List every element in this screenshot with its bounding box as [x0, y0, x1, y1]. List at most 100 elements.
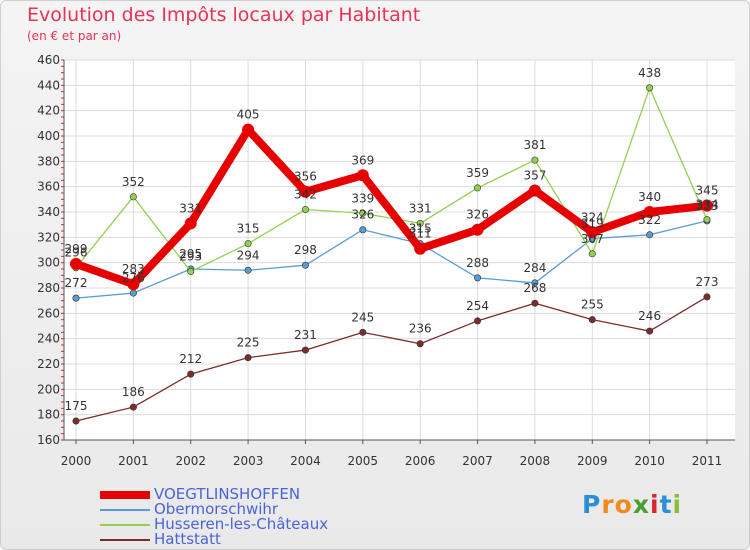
- legend-label: Obermorschwihr: [154, 500, 279, 518]
- data-label-husseren-les-chateaux: 296: [65, 246, 88, 260]
- data-label-hattstatt: 268: [523, 281, 546, 295]
- y-tick-label: 200: [37, 382, 60, 396]
- y-tick-label: 280: [37, 281, 60, 295]
- chart-subtitle: (en € et par an): [27, 29, 122, 43]
- data-point-hattstatt: [187, 370, 195, 378]
- data-label-hattstatt: 255: [581, 298, 604, 312]
- data-point-husseren-les-chateaux: [703, 216, 711, 224]
- data-point-husseren-les-chateaux: [187, 268, 195, 276]
- legend-swatch: [100, 539, 150, 541]
- data-point-obermorschwihr: [244, 266, 252, 274]
- x-tick-label: 2004: [290, 454, 321, 468]
- data-label-husseren-les-chateaux: 381: [523, 138, 546, 152]
- data-label-voegtlinshoffen: 405: [237, 108, 260, 122]
- data-point-hattstatt: [359, 328, 367, 336]
- data-label-obermorschwihr: 315: [409, 222, 432, 236]
- x-tick-label: 2000: [61, 454, 92, 468]
- data-label-obermorschwihr: 272: [65, 276, 88, 290]
- y-tick-label: 380: [37, 154, 60, 168]
- data-label-husseren-les-chateaux: 359: [466, 166, 489, 180]
- series-line-voegtlinshoffen: [72, 125, 711, 289]
- data-label-obermorschwihr: 295: [179, 247, 202, 261]
- data-label-obermorschwihr: 298: [294, 243, 317, 257]
- data-point-voegtlinshoffen: [70, 257, 82, 270]
- logo-letter: i: [650, 490, 660, 519]
- data-point-obermorschwihr: [301, 261, 309, 269]
- y-tick-label: 160: [37, 433, 60, 447]
- data-point-husseren-les-chateaux: [474, 184, 482, 192]
- legend-label: Husseren-les-Châteaux: [154, 515, 329, 533]
- y-tick-label: 440: [37, 78, 60, 92]
- data-label-hattstatt: 231: [294, 328, 317, 342]
- data-point-voegtlinshoffen: [701, 199, 713, 212]
- data-point-obermorschwihr: [72, 294, 80, 302]
- data-label-obermorschwihr: 284: [523, 261, 546, 275]
- y-tick-label: 260: [37, 306, 60, 320]
- chart-title: Evolution des Impôts locaux par Habitant: [27, 4, 421, 26]
- data-point-voegtlinshoffen: [414, 242, 427, 255]
- data-label-voegtlinshoffen: 331: [179, 201, 202, 215]
- data-point-voegtlinshoffen: [242, 123, 255, 136]
- data-point-husseren-les-chateaux: [301, 205, 309, 213]
- data-point-voegtlinshoffen: [299, 185, 312, 198]
- x-tick-label: 2009: [577, 454, 608, 468]
- data-point-hattstatt: [531, 299, 539, 307]
- data-label-hattstatt: 225: [237, 336, 260, 350]
- data-point-husseren-les-chateaux: [129, 193, 137, 201]
- data-label-voegtlinshoffen: 345: [696, 184, 719, 198]
- data-label-hattstatt: 175: [65, 399, 88, 413]
- logo-letter: r: [601, 490, 615, 519]
- data-point-husseren-les-chateaux: [646, 84, 654, 92]
- data-label-hattstatt: 273: [696, 275, 719, 289]
- data-point-voegtlinshoffen: [586, 226, 599, 239]
- x-tick-label: 2003: [233, 454, 264, 468]
- data-label-voegtlinshoffen: 324: [581, 210, 604, 224]
- data-point-voegtlinshoffen: [528, 184, 541, 197]
- legend-label: VOEGTLINSHOFFEN: [154, 485, 301, 503]
- plot-area: [64, 60, 735, 440]
- data-label-husseren-les-chateaux: 352: [122, 175, 145, 189]
- data-label-obermorschwihr: 326: [351, 208, 374, 222]
- data-point-husseren-les-chateaux: [531, 156, 539, 164]
- data-point-husseren-les-chateaux: [244, 240, 252, 248]
- proxiti-logo: Proxiti: [582, 490, 682, 519]
- data-point-obermorschwihr: [646, 231, 654, 239]
- data-label-voegtlinshoffen: 283: [122, 262, 145, 276]
- data-label-hattstatt: 186: [122, 385, 145, 399]
- data-label-hattstatt: 245: [351, 310, 374, 324]
- legend-label: Hattstatt: [154, 530, 221, 548]
- data-point-voegtlinshoffen: [356, 169, 369, 182]
- data-point-voegtlinshoffen: [643, 206, 656, 218]
- data-label-husseren-les-chateaux: 293: [179, 250, 202, 264]
- data-label-husseren-les-chateaux: 315: [237, 222, 260, 236]
- logo-letter: o: [614, 490, 633, 519]
- data-point-hattstatt: [72, 417, 80, 425]
- series-line-hattstatt: [75, 296, 708, 422]
- x-tick-label: 2011: [692, 454, 723, 468]
- data-label-husseren-les-chateaux: 438: [638, 66, 661, 80]
- x-tick-label: 2008: [520, 454, 551, 468]
- data-point-hattstatt: [416, 340, 424, 348]
- data-label-husseren-les-chateaux: 307: [581, 232, 604, 246]
- y-tick-label: 300: [37, 256, 60, 270]
- data-label-voegtlinshoffen: 311: [409, 227, 432, 241]
- data-label-hattstatt: 254: [466, 299, 489, 313]
- y-tick-label: 220: [37, 357, 60, 371]
- data-point-husseren-les-chateaux: [359, 209, 367, 217]
- y-tick-label: 240: [37, 332, 60, 346]
- logo-letter: x: [632, 490, 650, 519]
- logo-letter: P: [582, 490, 602, 519]
- logo-letter: t: [659, 490, 673, 519]
- data-label-voegtlinshoffen: 340: [638, 190, 661, 204]
- logo-letter: i: [672, 490, 683, 519]
- x-tick-label: 2002: [175, 454, 206, 468]
- data-point-hattstatt: [703, 293, 711, 301]
- legend-swatch: [100, 509, 150, 511]
- series-line-obermorschwihr: [75, 220, 708, 299]
- legend-swatch: [100, 491, 150, 499]
- data-label-hattstatt: 246: [638, 309, 661, 323]
- y-tick-label: 400: [37, 129, 60, 143]
- data-point-hattstatt: [129, 403, 137, 411]
- data-label-voegtlinshoffen: 357: [523, 168, 546, 182]
- x-tick-label: 2007: [462, 454, 493, 468]
